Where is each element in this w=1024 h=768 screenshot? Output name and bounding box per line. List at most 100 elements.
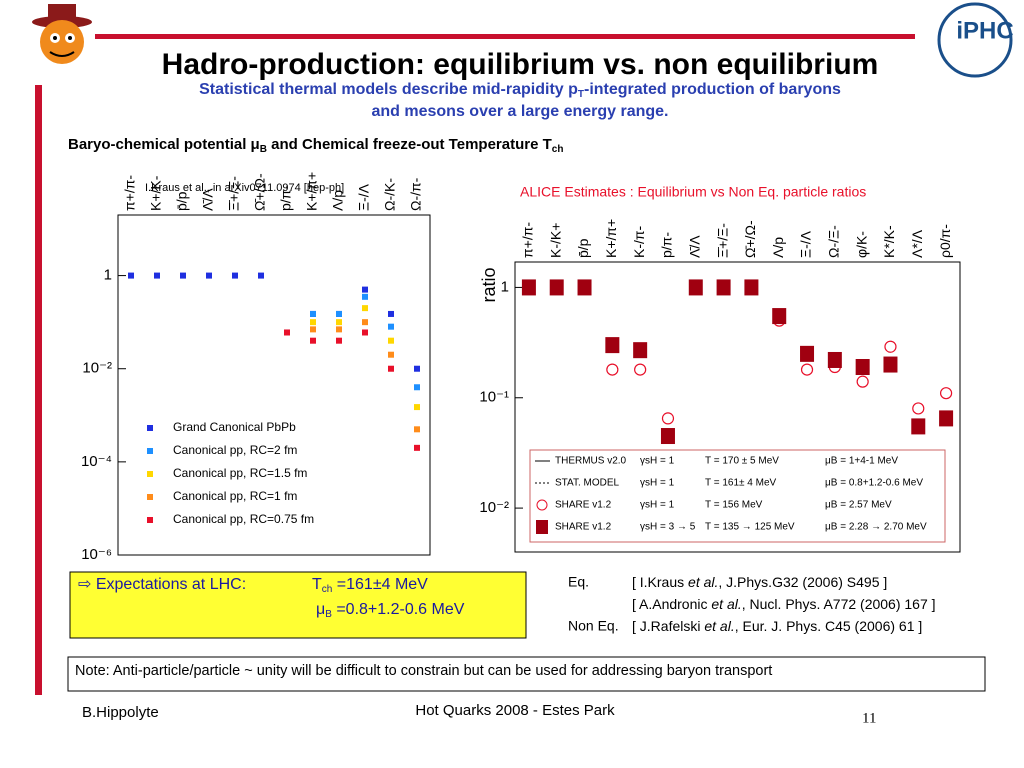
- side-bar: [35, 85, 42, 695]
- point: [884, 340, 897, 353]
- point: [716, 279, 731, 296]
- legend-label: Canonical pp, RC=1 fm: [173, 489, 297, 503]
- x-category-label: Ω-/π-: [408, 177, 424, 211]
- x-category-label: Ξ-/Λ: [798, 230, 814, 258]
- legend-cell: μB = 2.28 → 2.70 MeV: [825, 522, 927, 533]
- point: [336, 310, 342, 317]
- point: [911, 418, 926, 435]
- x-category-label: Λ/p: [330, 190, 346, 211]
- point: [606, 363, 619, 376]
- y-tick-label: 10⁻⁴: [81, 453, 112, 470]
- point: [336, 326, 342, 333]
- heading: Baryo-chemical potential μB and Chemical…: [68, 136, 563, 155]
- point: [206, 272, 212, 279]
- legend-cell: T = 161± 4 MeV: [705, 478, 777, 489]
- x-category-label: Ω-/K-: [382, 178, 398, 211]
- footer-event: Hot Quarks 2008 - Estes Park: [415, 702, 615, 719]
- x-category-label: Ξ̄+/Ξ-: [226, 176, 242, 211]
- note: Note: Anti-particle/particle ~ unity wil…: [75, 663, 772, 679]
- x-category-label: K-/K+: [547, 223, 563, 258]
- x-category-label: Λ*/Λ: [909, 229, 925, 258]
- point: [414, 384, 420, 391]
- x-category-label: p̄/p: [575, 238, 591, 258]
- legend-cell: STAT. MODEL: [555, 478, 620, 489]
- x-category-label: K+/π+: [603, 219, 619, 258]
- legend-cell: μB = 0.8+1.2-0.6 MeV: [825, 478, 923, 489]
- x-category-label: Λ̄/Λ: [200, 188, 216, 211]
- y-tick-label: 10⁻²: [82, 360, 112, 377]
- chart-title: ALICE Estimates : Equilibrium vs Non Eq.…: [520, 184, 866, 200]
- point: [414, 365, 420, 372]
- note-box: [67, 656, 986, 692]
- legend-label: Canonical pp, RC=2 fm: [173, 443, 297, 457]
- point: [521, 279, 536, 296]
- legend-swatch: [536, 499, 548, 511]
- point: [855, 359, 870, 376]
- point: [310, 310, 316, 317]
- point: [660, 428, 675, 445]
- legend-cell: THERMUS v2.0: [555, 456, 627, 467]
- point: [362, 319, 368, 326]
- point: [634, 363, 647, 376]
- legend-cell: T = 135 → 125 MeV: [705, 522, 795, 533]
- logo: iPHC: [937, 2, 1014, 78]
- point: [310, 326, 316, 333]
- point: [688, 279, 703, 296]
- x-category-label: Ω̄+/Ω-: [742, 220, 758, 258]
- logo-text: iPHC: [956, 17, 1013, 44]
- subtitle: Statistical thermal models describe mid-…: [199, 81, 841, 99]
- point: [388, 323, 394, 330]
- legend-box: [529, 449, 946, 543]
- point: [939, 387, 953, 400]
- point: [284, 329, 290, 336]
- y-tick-label: 10⁻¹: [479, 389, 509, 406]
- page-number: 11: [862, 710, 876, 726]
- y-tick-label: 1: [501, 278, 509, 295]
- point: [549, 279, 564, 296]
- point: [772, 308, 787, 325]
- x-category-label: Ω̄+/Ω-: [252, 173, 268, 211]
- x-category-label: Ξ-/Λ: [356, 183, 372, 211]
- y-axis-label: ratio: [479, 267, 499, 302]
- legend-cell: SHARE v1.2: [555, 500, 612, 511]
- x-category-label: p/π-: [278, 185, 294, 211]
- point: [661, 412, 675, 425]
- legend-swatch: [147, 517, 153, 523]
- legend-cell: γsH = 1: [640, 500, 675, 511]
- plot-frame: [514, 261, 961, 553]
- point: [633, 342, 648, 359]
- legend-cell: γsH = 1: [640, 478, 675, 489]
- point: [856, 375, 869, 388]
- legend-swatch: [147, 471, 153, 477]
- x-category-label: p̄/p: [174, 191, 190, 211]
- x-category-label: ρ0/π-: [937, 224, 953, 258]
- plot-frame: [117, 214, 431, 556]
- point: [388, 351, 394, 358]
- point: [232, 272, 238, 279]
- point: [827, 351, 842, 368]
- point: [414, 426, 420, 433]
- point: [414, 444, 420, 451]
- legend-cell: T = 156 MeV: [705, 500, 763, 511]
- point: [800, 345, 815, 362]
- point: [883, 356, 898, 373]
- point: [605, 337, 620, 354]
- point: [577, 279, 592, 296]
- point: [310, 319, 316, 326]
- legend-cell: γsH = 3 → 5: [640, 522, 696, 533]
- legend-swatch: [147, 448, 153, 454]
- y-tick-label: 1: [104, 267, 112, 284]
- point: [154, 272, 160, 279]
- y-tick-label: 10⁻²: [479, 499, 509, 516]
- point: [388, 310, 394, 317]
- chart-subtitle: I.Kraus et al., in arXiv0711.0974 [hep-p…: [145, 182, 344, 194]
- x-category-label: K*/K-: [881, 225, 897, 258]
- lhc-lead: ⇨ Expectations at LHC:: [78, 576, 246, 593]
- top-bar: [95, 34, 915, 39]
- legend-cell: T = 170 ± 5 MeV: [705, 456, 779, 467]
- legend-swatch: [536, 520, 548, 534]
- point: [180, 272, 186, 279]
- point: [336, 337, 342, 344]
- x-category-label: K+/π+: [304, 172, 320, 211]
